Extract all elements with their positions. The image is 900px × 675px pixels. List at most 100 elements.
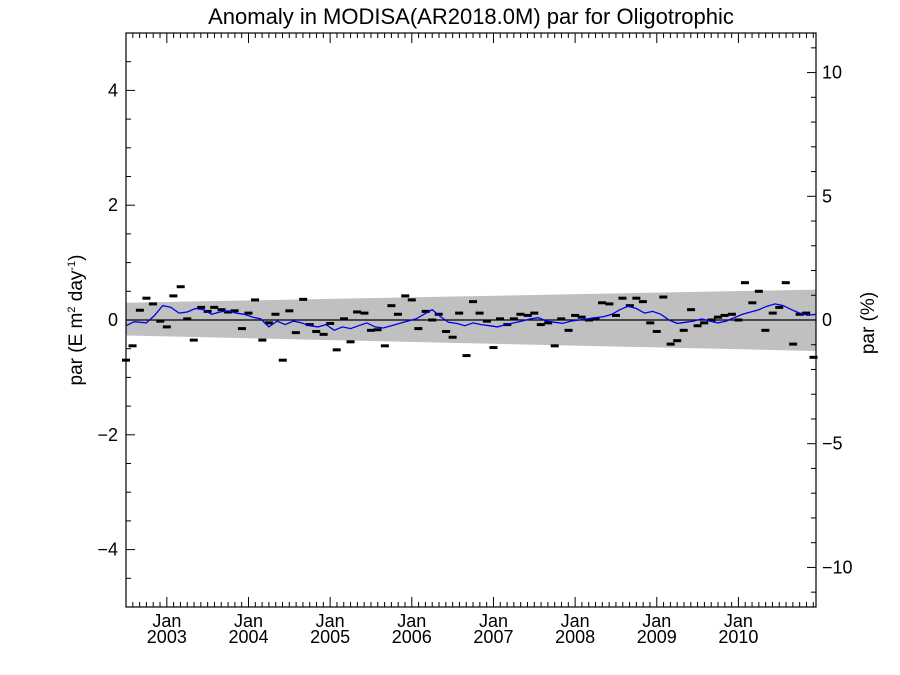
data-point bbox=[197, 305, 206, 309]
y-axis-left-label-main: par (E m bbox=[66, 313, 87, 386]
data-point bbox=[183, 317, 192, 321]
data-point bbox=[768, 311, 777, 315]
data-point bbox=[251, 298, 260, 302]
data-point bbox=[434, 312, 443, 316]
y-axis-left-label-sup2: -1 bbox=[66, 261, 78, 271]
y-axis-left-label: par (E m2 day-1) bbox=[66, 254, 87, 385]
data-point bbox=[156, 319, 165, 323]
y-left-tick-label: −4 bbox=[97, 540, 118, 560]
data-point bbox=[523, 313, 532, 317]
data-point bbox=[795, 312, 804, 316]
data-point bbox=[326, 321, 335, 325]
y-right-tick-label: −10 bbox=[822, 557, 853, 577]
data-point bbox=[312, 329, 321, 333]
data-point bbox=[679, 328, 688, 332]
data-point bbox=[291, 331, 300, 335]
data-point bbox=[448, 335, 457, 339]
x-tick-year-label: 2005 bbox=[310, 627, 350, 647]
data-point bbox=[584, 318, 593, 322]
data-point bbox=[162, 325, 171, 329]
y-left-tick-label: 4 bbox=[108, 80, 118, 100]
data-point bbox=[244, 311, 253, 315]
y-axis-left-label-sup1: 2 bbox=[66, 307, 78, 313]
data-point bbox=[393, 312, 402, 316]
x-tick-year-label: 2006 bbox=[392, 627, 432, 647]
data-point bbox=[632, 296, 641, 300]
x-tick-year-label: 2008 bbox=[555, 627, 595, 647]
data-point bbox=[754, 289, 763, 293]
data-point bbox=[591, 317, 600, 321]
x-tick-year-label: 2010 bbox=[718, 627, 758, 647]
chart-title: Anomaly in MODISA(AR2018.0M) par for Oli… bbox=[208, 4, 734, 29]
data-point bbox=[401, 294, 410, 298]
y-right-tick-label: −5 bbox=[822, 434, 843, 454]
data-point bbox=[148, 302, 157, 306]
data-point bbox=[646, 321, 655, 325]
data-point bbox=[789, 342, 798, 346]
data-point bbox=[258, 338, 267, 342]
data-point bbox=[237, 327, 246, 331]
data-point bbox=[387, 304, 396, 308]
x-tick-month-label: Jan bbox=[642, 611, 671, 631]
data-point bbox=[128, 344, 137, 348]
data-point bbox=[748, 301, 757, 305]
data-point bbox=[775, 305, 784, 309]
data-point bbox=[210, 305, 219, 309]
data-point bbox=[421, 309, 430, 313]
data-point bbox=[353, 310, 362, 314]
data-point bbox=[727, 312, 736, 316]
data-point bbox=[666, 342, 675, 346]
data-point bbox=[475, 311, 484, 315]
data-point bbox=[462, 354, 471, 358]
y-left-tick-label: 0 bbox=[108, 310, 118, 330]
data-point bbox=[217, 308, 226, 312]
data-point bbox=[299, 297, 308, 301]
data-point bbox=[536, 323, 545, 327]
plot-area: −4−2024−10−50510Jan2003Jan2004Jan2005Jan… bbox=[97, 32, 853, 647]
y-right-tick-label: 10 bbox=[822, 63, 842, 83]
data-point bbox=[142, 296, 151, 300]
data-point bbox=[734, 318, 743, 322]
x-tick-year-label: 2004 bbox=[228, 627, 268, 647]
data-point bbox=[761, 328, 770, 332]
x-tick-year-label: 2009 bbox=[637, 627, 677, 647]
data-point bbox=[495, 317, 504, 321]
data-point bbox=[340, 317, 349, 321]
data-point bbox=[366, 328, 375, 332]
data-point bbox=[169, 294, 178, 298]
data-point bbox=[571, 313, 580, 317]
data-point bbox=[285, 309, 294, 313]
y-right-tick-label: 5 bbox=[822, 186, 832, 206]
data-point bbox=[332, 348, 341, 352]
data-point bbox=[135, 308, 144, 312]
data-point bbox=[278, 358, 287, 362]
data-point bbox=[659, 295, 668, 299]
data-point bbox=[271, 312, 280, 316]
data-point bbox=[720, 313, 729, 317]
data-point bbox=[530, 311, 539, 315]
data-point bbox=[638, 300, 647, 304]
data-point bbox=[598, 301, 607, 305]
data-point bbox=[305, 323, 314, 327]
data-point bbox=[564, 328, 573, 332]
data-point bbox=[652, 329, 661, 333]
x-tick-year-label: 2007 bbox=[473, 627, 513, 647]
data-point bbox=[176, 285, 185, 289]
data-point bbox=[373, 328, 382, 332]
data-point bbox=[346, 340, 355, 344]
data-point bbox=[557, 317, 566, 321]
data-point bbox=[577, 315, 586, 319]
data-point bbox=[230, 309, 239, 313]
x-tick-month-label: Jan bbox=[152, 611, 181, 631]
data-point bbox=[781, 281, 790, 285]
x-tick-month-label: Jan bbox=[316, 611, 345, 631]
data-point bbox=[407, 298, 416, 302]
data-point bbox=[618, 296, 627, 300]
x-tick-month-label: Jan bbox=[397, 611, 426, 631]
data-point bbox=[673, 339, 682, 343]
data-point bbox=[428, 318, 437, 322]
x-tick-month-label: Jan bbox=[724, 611, 753, 631]
y-left-tick-label: 2 bbox=[108, 195, 118, 215]
data-point bbox=[482, 319, 491, 323]
